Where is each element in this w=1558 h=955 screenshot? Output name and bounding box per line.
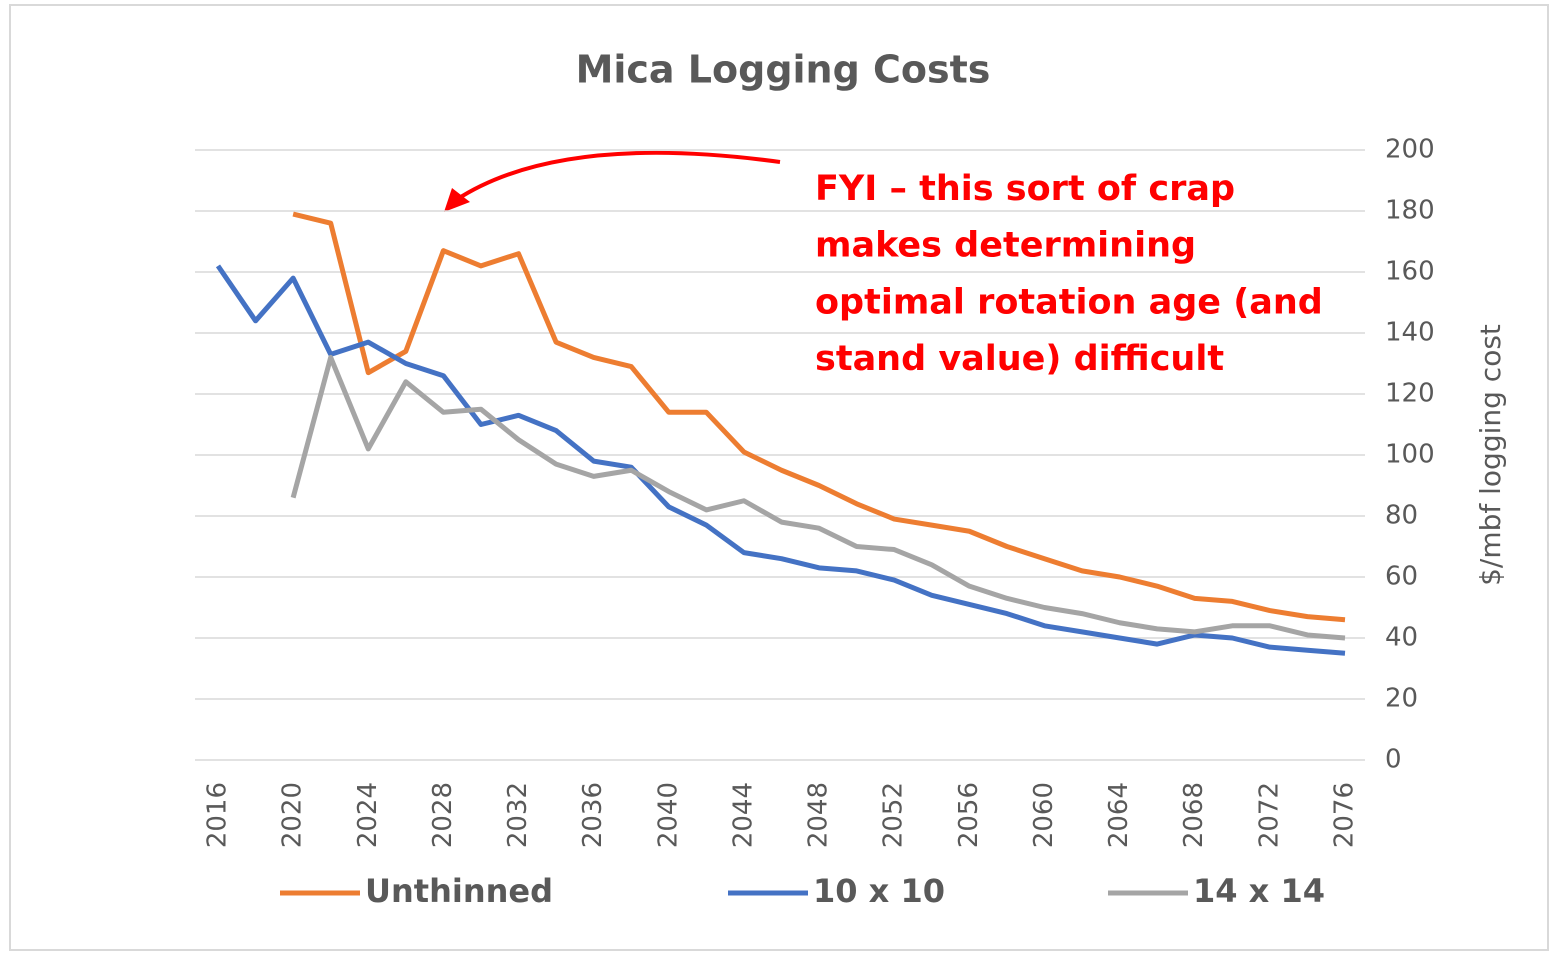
x-tick-label: 2024 xyxy=(353,782,383,848)
annotation-text: makes determining xyxy=(815,226,1196,266)
chart-title: Mica Logging Costs xyxy=(576,48,991,92)
series-line xyxy=(290,354,1346,641)
x-tick-label: 2060 xyxy=(1029,782,1059,848)
annotation-text: optimal rotation age (and xyxy=(815,282,1323,322)
x-tick-label: 2072 xyxy=(1254,782,1284,848)
x-tick-label: 2068 xyxy=(1179,782,1209,848)
legend-label: 14 x 14 xyxy=(1193,872,1325,910)
y-tick-label: 40 xyxy=(1385,623,1418,653)
annotation-text: FYI – this sort of crap xyxy=(815,169,1235,209)
y-tick-label: 20 xyxy=(1385,684,1418,714)
y-tick-label: 0 xyxy=(1385,745,1402,775)
chart-frame xyxy=(9,4,1549,951)
series-line xyxy=(292,211,1346,623)
annotation-arrow xyxy=(454,150,781,202)
legend-label: 10 x 10 xyxy=(813,872,945,910)
y-tick-label: 60 xyxy=(1385,562,1418,592)
x-tick-label: 2028 xyxy=(428,782,458,848)
y-tick-label: 120 xyxy=(1385,379,1435,409)
y-tick-label: 200 xyxy=(1385,135,1435,165)
x-tick-label: 2056 xyxy=(954,782,984,848)
y-tick-label: 100 xyxy=(1385,440,1435,470)
x-tick-label: 2020 xyxy=(278,782,308,848)
x-tick-label: 2036 xyxy=(578,782,608,848)
series-line xyxy=(215,264,1346,656)
y-tick-label: 180 xyxy=(1385,196,1435,226)
x-tick-label: 2052 xyxy=(879,782,909,848)
annotation-arrowhead xyxy=(444,188,470,212)
x-tick-label: 2064 xyxy=(1104,782,1134,848)
legend-label: Unthinned xyxy=(365,872,553,910)
x-tick-label: 2048 xyxy=(804,782,834,848)
y-axis-label: $/mbf logging cost xyxy=(1474,324,1507,586)
x-tick-label: 2016 xyxy=(203,782,233,848)
x-tick-label: 2076 xyxy=(1330,782,1360,848)
x-tick-label: 2044 xyxy=(728,782,758,848)
y-tick-label: 160 xyxy=(1385,257,1435,287)
x-tick-label: 2040 xyxy=(653,782,683,848)
y-tick-label: 80 xyxy=(1385,501,1418,531)
annotation-text: stand value) difficult xyxy=(815,339,1224,379)
y-tick-label: 140 xyxy=(1385,318,1435,348)
x-tick-label: 2032 xyxy=(503,782,533,848)
